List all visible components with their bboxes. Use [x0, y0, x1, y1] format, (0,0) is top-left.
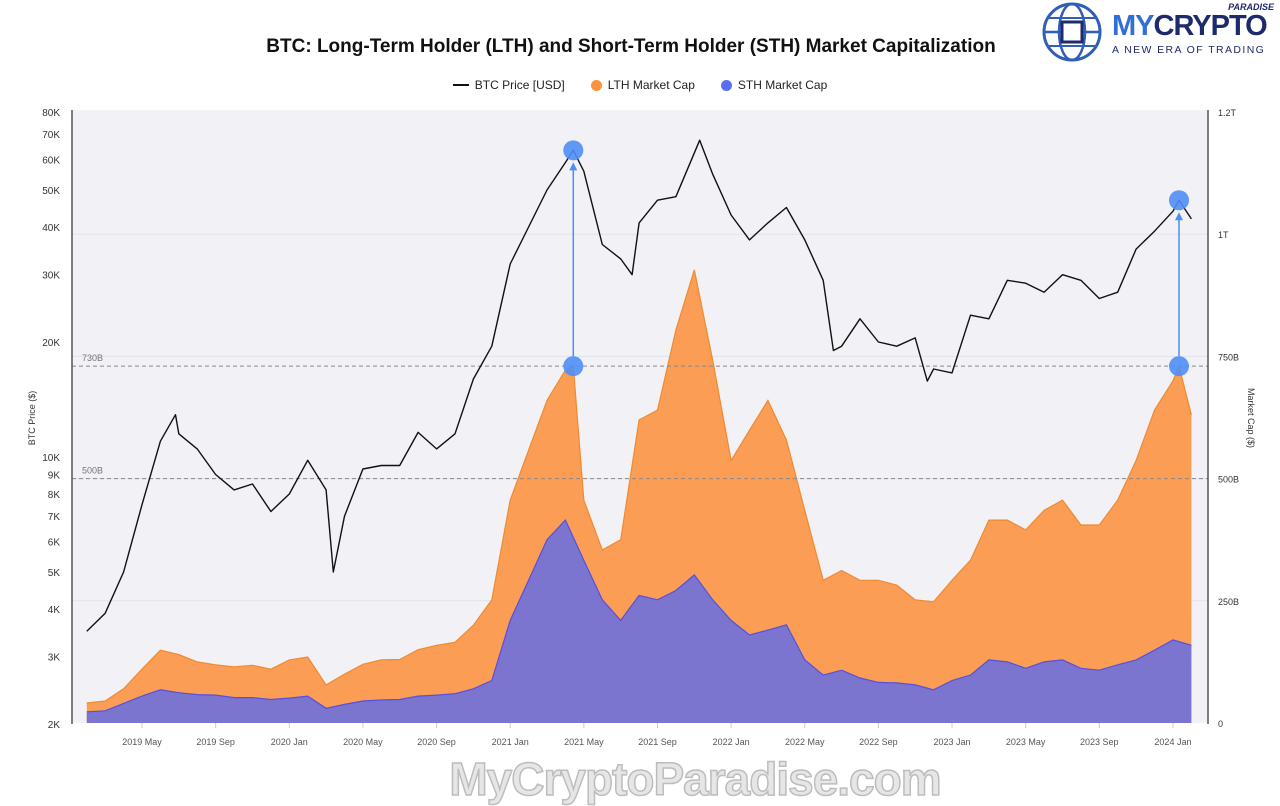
left-tick-label: 7K	[48, 512, 61, 523]
left-tick-label: 9K	[48, 470, 61, 481]
left-tick-label: 10K	[42, 453, 60, 464]
x-tick-label: 2022 May	[785, 737, 825, 747]
right-axis-label: Market Cap ($)	[1246, 388, 1256, 448]
reference-label: 500B	[82, 466, 103, 476]
arrowhead-icon	[1174, 212, 1183, 221]
lth-cap-marker	[1168, 356, 1189, 377]
left-tick-label: 30K	[42, 271, 60, 282]
x-tick-label: 2019 May	[122, 737, 162, 747]
watermark: MyCryptoParadise.com	[449, 752, 943, 806]
lth-cap-marker	[563, 356, 584, 377]
price-peak-marker	[563, 140, 584, 161]
left-tick-label: 50K	[42, 186, 60, 197]
x-tick-label: 2020 Jan	[271, 737, 308, 747]
left-axis-label: BTC Price ($)	[27, 391, 37, 446]
dot-swatch-icon	[590, 79, 602, 91]
right-tick-label: 750B	[1218, 352, 1239, 362]
x-tick-label: 2023 Sep	[1080, 737, 1119, 747]
legend-label: STH Market Cap	[737, 78, 828, 92]
x-tick-label: 2023 May	[1006, 737, 1046, 747]
x-tick-label: 2020 Sep	[417, 737, 456, 747]
x-tick-label: 2021 Jan	[492, 737, 529, 747]
logo: PARADISE MYCRYPTO A NEW ERA OF TRADING	[1040, 2, 1276, 62]
btc-price-line	[86, 139, 1192, 632]
legend-label: BTC Price [USD]	[474, 78, 565, 92]
left-tick-label: 2K	[48, 720, 61, 731]
legend-item-sth[interactable]: STH Market Cap	[720, 78, 828, 92]
line-swatch-icon	[452, 84, 469, 86]
dot-swatch-icon	[720, 79, 732, 91]
right-tick-label: 1T	[1218, 230, 1229, 240]
left-tick-label: 60K	[42, 156, 60, 167]
left-tick-label: 3K	[48, 653, 61, 664]
globe-chip-icon	[1042, 2, 1102, 62]
legend-item-btc-price[interactable]: BTC Price [USD]	[452, 78, 565, 92]
left-tick-label: 8K	[48, 490, 61, 501]
sth-market-cap-area	[86, 520, 1192, 723]
left-tick-label: 80K	[42, 108, 60, 119]
right-tick-label: 1.2T	[1218, 108, 1237, 118]
x-tick-label: 2024 Jan	[1154, 737, 1191, 747]
logo-brand: MYCRYPTO	[1112, 10, 1268, 42]
right-tick-label: 250B	[1218, 597, 1239, 607]
x-tick-label: 2019 Sep	[196, 737, 235, 747]
left-tick-label: 6K	[48, 538, 61, 549]
right-tick-label: 0	[1218, 719, 1223, 729]
logo-tagline: A NEW ERA OF TRADING	[1112, 44, 1266, 56]
lth-market-cap-area	[86, 269, 1192, 723]
logo-brand-a: MY	[1112, 10, 1154, 42]
x-tick-label: 2022 Sep	[859, 737, 898, 747]
chart-title: BTC: Long-Term Holder (LTH) and Short-Te…	[266, 36, 996, 57]
reference-label: 730B	[82, 353, 103, 363]
lth-market-cap-line	[86, 269, 1192, 704]
price-peak-marker	[1168, 190, 1189, 211]
x-tick-label: 2020 May	[343, 737, 383, 747]
logo-subtext: PARADISE	[1228, 2, 1274, 12]
left-tick-label: 20K	[42, 338, 60, 349]
sth-market-cap-line	[86, 519, 1192, 713]
legend: BTC Price [USD] LTH Market Cap STH Marke…	[0, 78, 1280, 92]
left-tick-label: 40K	[42, 223, 60, 234]
left-tick-label: 5K	[48, 568, 61, 579]
arrowhead-icon	[569, 162, 578, 171]
logo-brand-b: CRYPTO	[1153, 10, 1268, 42]
right-tick-label: 500B	[1218, 475, 1239, 485]
x-tick-label: 2022 Jan	[713, 737, 750, 747]
left-tick-label: 70K	[42, 130, 60, 141]
left-tick-label: 4K	[48, 605, 61, 616]
legend-item-lth[interactable]: LTH Market Cap	[590, 78, 695, 92]
x-tick-label: 2021 May	[564, 737, 604, 747]
legend-label: LTH Market Cap	[607, 78, 695, 92]
x-tick-label: 2023 Jan	[934, 737, 971, 747]
x-tick-label: 2021 Sep	[638, 737, 677, 747]
